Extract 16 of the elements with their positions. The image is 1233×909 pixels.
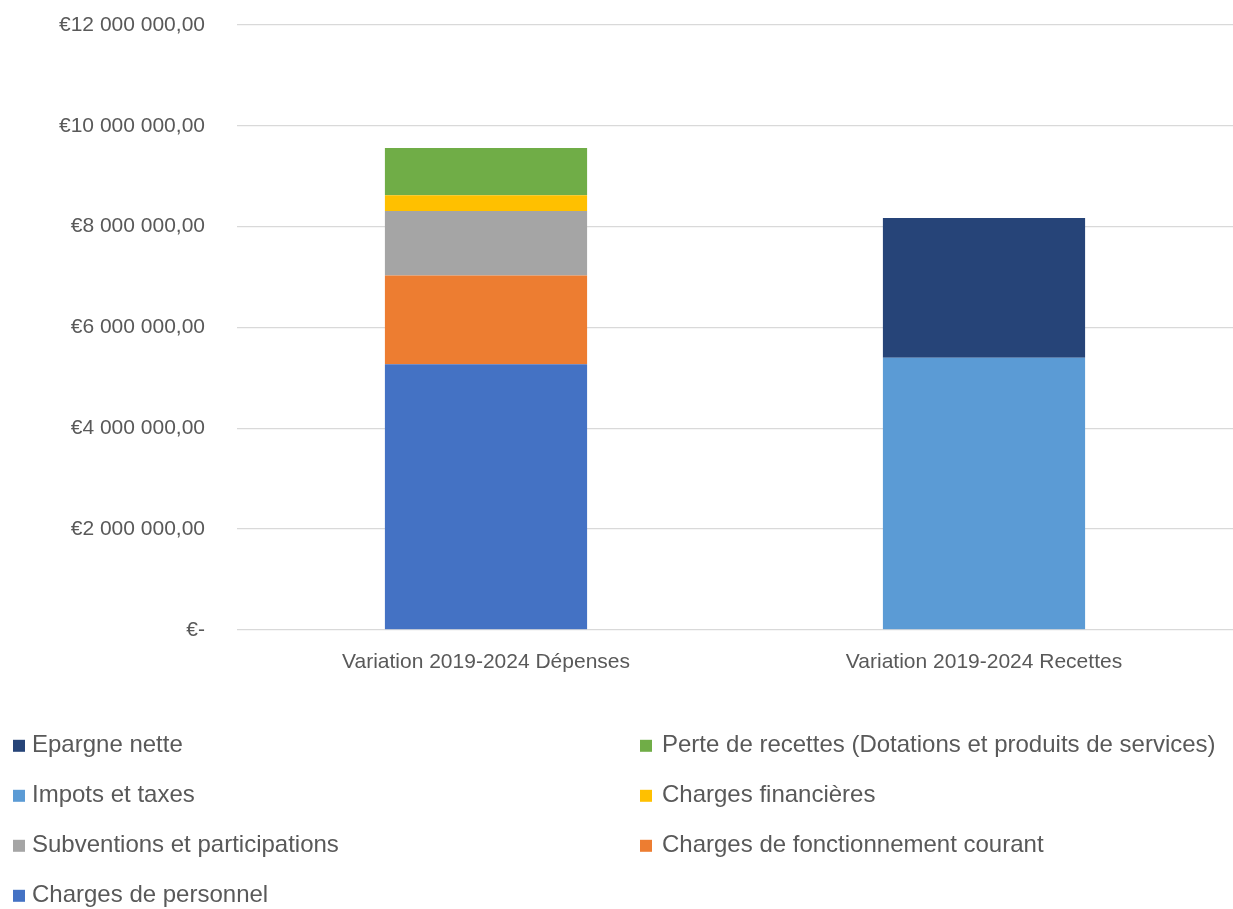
legend-label: Charges financières — [662, 780, 876, 808]
y-tick-label: €- — [186, 616, 205, 640]
x-tick-label: Variation 2019-2024 Recettes — [845, 649, 1123, 673]
legend-label: Perte de recettes (Dotations et produits de services) — [662, 730, 1216, 758]
legend-label: Charges de fonctionnement courant — [662, 830, 1044, 858]
y-tick-label: €2 000 000,00 — [70, 515, 205, 539]
y-tick-label: €6 000 000,00 — [70, 314, 205, 338]
legend-label: Impots et taxes — [32, 780, 195, 808]
legend-label: Epargne nette — [32, 730, 183, 758]
y-tick-label: €12 000 000,00 — [59, 11, 205, 35]
x-tick-label: Variation 2019-2024 Dépenses — [342, 649, 630, 673]
y-tick-label: €10 000 000,00 — [59, 112, 205, 136]
y-tick-label: €8 000 000,00 — [70, 213, 205, 237]
legend-label: Subventions et participations — [32, 830, 339, 858]
y-tick-label: €4 000 000,00 — [70, 415, 205, 438]
legend-label: Charges de personnel — [32, 880, 269, 908]
